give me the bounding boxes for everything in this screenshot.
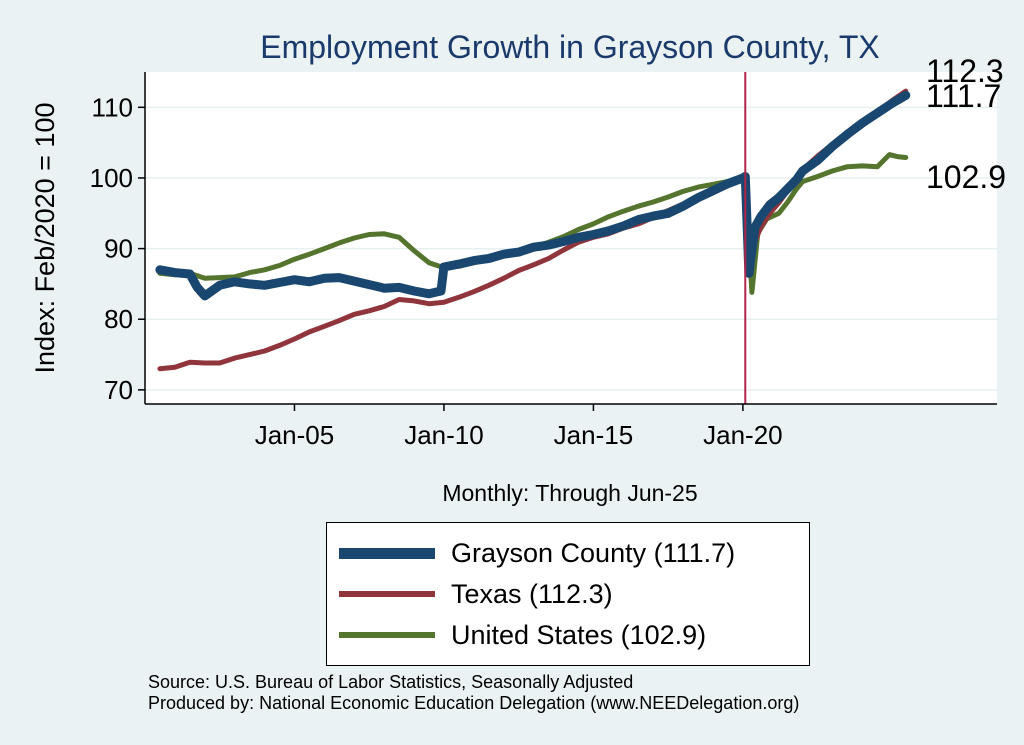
producer-line: Produced by: National Economic Education…	[148, 693, 800, 713]
legend-label-grayson: Grayson County (111.7)	[451, 537, 736, 568]
x-tick-label: Jan-10	[404, 420, 484, 450]
series-layer	[155, 88, 911, 372]
chart-title: Employment Growth in Grayson County, TX	[260, 29, 880, 65]
end-label-united-states: 102.9	[926, 159, 1006, 195]
x-tick-label: Jan-15	[554, 420, 634, 450]
legend-item-texas: Texas (112.3)	[339, 574, 613, 614]
y-tick-label: 110	[92, 92, 133, 122]
axes: 70 80 90 100 110 Jan-05 Jan-10 Jan-15 Jan-20	[90, 72, 997, 450]
legend-swatch-texas	[339, 591, 435, 597]
x-tick-label: Jan-05	[255, 420, 335, 450]
legend-label-united-states: United States (102.9)	[451, 619, 707, 650]
end-label-texas: 112.3	[926, 53, 1004, 89]
y-tick-label: 70	[104, 375, 133, 405]
legend-swatch-grayson	[339, 547, 435, 559]
y-tick-label: 90	[104, 234, 133, 264]
legend-swatch-united-states	[339, 632, 435, 638]
y-tick-label: 80	[104, 304, 133, 334]
legend-item-grayson: Grayson County (111.7)	[339, 533, 735, 573]
legend-item-united-states: United States (102.9)	[339, 615, 706, 655]
series-line-grayson-county	[155, 90, 911, 301]
x-tick-label: Jan-20	[703, 420, 783, 450]
x-axis-caption: Monthly: Through Jun-25	[442, 480, 698, 506]
series-line-united-states	[157, 152, 909, 295]
end-label-grayson-county: 111.7	[926, 78, 1001, 114]
legend: Grayson County (111.7) Texas (112.3) Uni…	[326, 522, 810, 666]
source-note: Source: U.S. Bureau of Labor Statistics,…	[148, 672, 799, 714]
y-tick-label: 100	[90, 163, 133, 193]
legend-label-texas: Texas (112.3)	[451, 578, 613, 609]
y-axis-label: Index: Feb/2020 = 100	[30, 103, 60, 374]
source-line: Source: U.S. Bureau of Labor Statistics,…	[148, 672, 634, 692]
